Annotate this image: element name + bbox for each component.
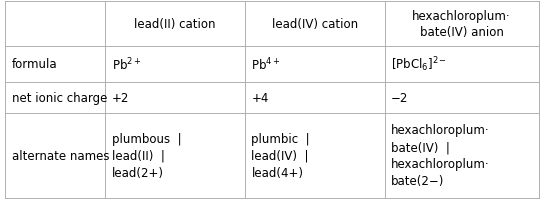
Text: lead(II) cation: lead(II) cation [134,18,216,31]
Text: plumbous  |
lead(II)  |
lead(2+): plumbous | lead(II) | lead(2+) [112,132,181,179]
Text: +2: +2 [112,92,129,104]
Text: lead(IV) cation: lead(IV) cation [271,18,358,31]
Text: hexachloroplum·
bate(IV) anion: hexachloroplum· bate(IV) anion [412,10,511,39]
Text: net ionic charge: net ionic charge [12,92,107,104]
Text: hexachloroplum·
bate(IV)  |
hexachloroplum·
bate(2−): hexachloroplum· bate(IV) | hexachloroplu… [391,124,490,187]
Text: +4: +4 [251,92,269,104]
Text: [PbCl$_6$]$^{2-}$: [PbCl$_6$]$^{2-}$ [391,55,447,74]
Text: Pb$^{2+}$: Pb$^{2+}$ [112,56,141,73]
Text: formula: formula [12,58,58,71]
Text: Pb$^{4+}$: Pb$^{4+}$ [251,56,281,73]
Text: −2: −2 [391,92,409,104]
Text: alternate names: alternate names [12,149,109,162]
Text: plumbic  |
lead(IV)  |
lead(4+): plumbic | lead(IV) | lead(4+) [251,132,310,179]
